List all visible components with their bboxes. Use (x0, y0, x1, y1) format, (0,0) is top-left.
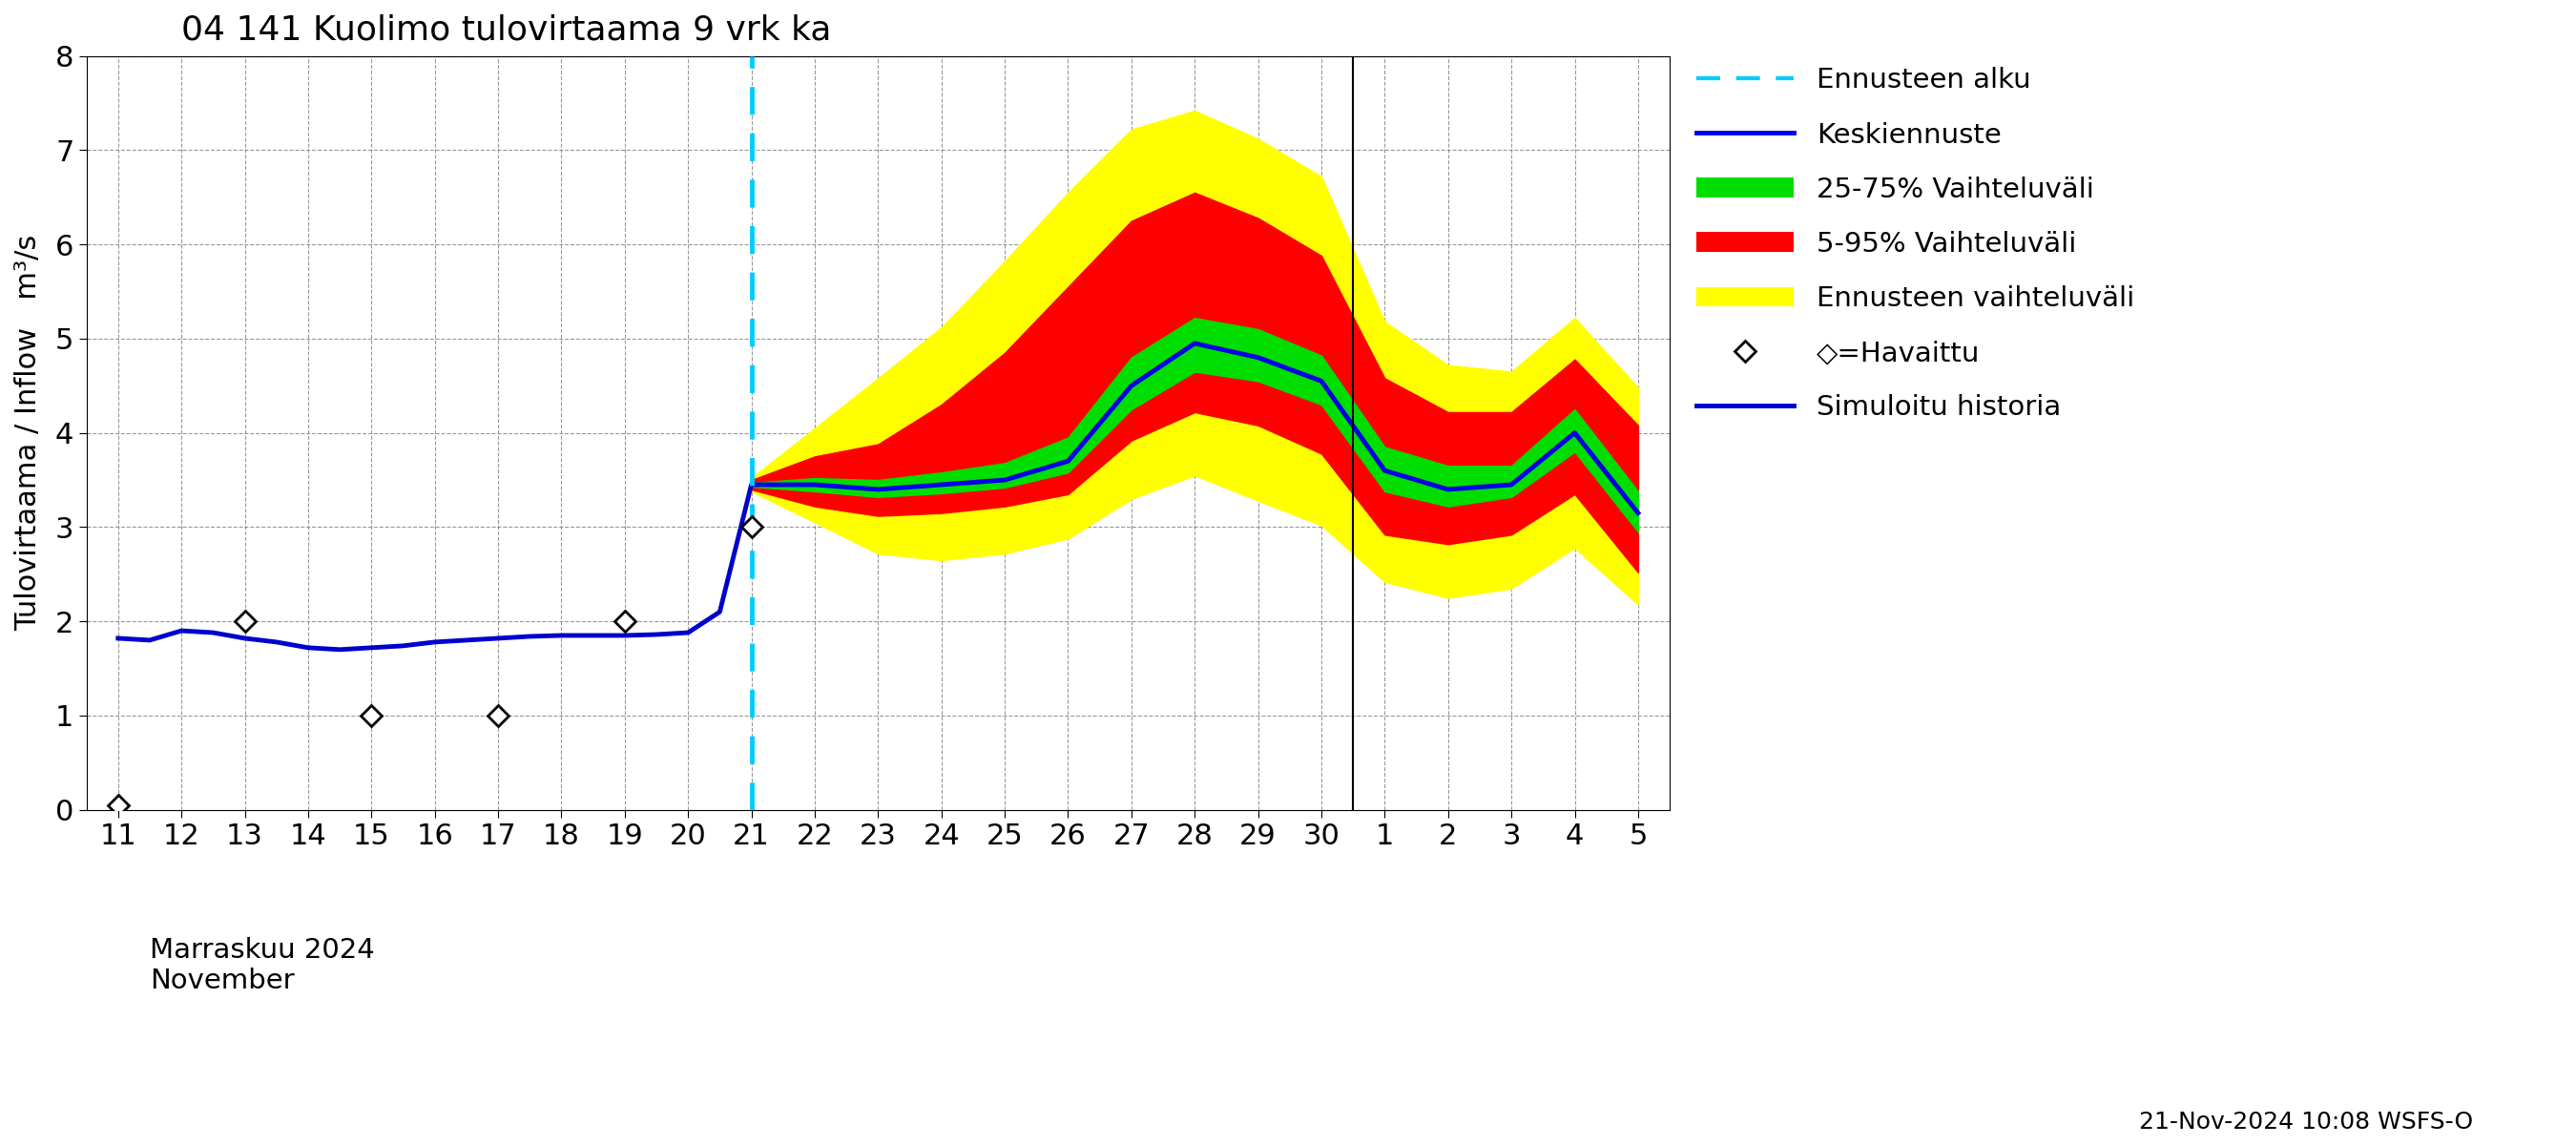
Legend: Ennusteen alku, Keskiennuste, 25-75% Vaihteluväli, 5-95% Vaihteluväli, Ennusteen: Ennusteen alku, Keskiennuste, 25-75% Vai… (1685, 56, 2146, 432)
Text: 21-Nov-2024 10:08 WSFS-O: 21-Nov-2024 10:08 WSFS-O (2138, 1111, 2473, 1134)
Text: 04 141 Kuolimo tulovirtaama 9 vrk ka: 04 141 Kuolimo tulovirtaama 9 vrk ka (180, 14, 832, 47)
Y-axis label: Tulovirtaama / Inflow   m³/s: Tulovirtaama / Inflow m³/s (15, 235, 41, 631)
Text: Marraskuu 2024
November: Marraskuu 2024 November (149, 937, 374, 995)
